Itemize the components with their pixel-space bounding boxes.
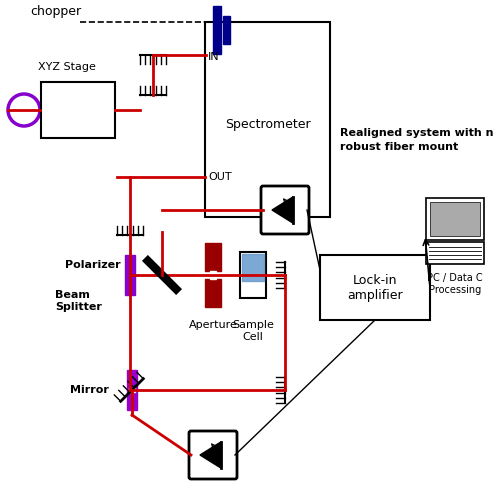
Text: Aperture: Aperture (188, 320, 238, 330)
Text: IN: IN (208, 52, 220, 62)
Bar (213, 6, 221, 54)
Text: OUT: OUT (208, 172, 232, 182)
Text: PC / Data C
Processing: PC / Data C Processing (427, 273, 483, 294)
Text: Lock-in
amplifier: Lock-in amplifier (347, 274, 403, 301)
Bar (426, 198, 484, 240)
Polygon shape (200, 442, 221, 468)
Text: Mirror: Mirror (70, 385, 109, 395)
Bar (430, 202, 480, 236)
Bar (205, 279, 221, 307)
Text: Beam
Splitter: Beam Splitter (55, 290, 102, 312)
Bar (129, 388, 135, 392)
Bar (205, 22, 330, 217)
Text: XYZ Stage: XYZ Stage (38, 62, 96, 72)
Bar (242, 254, 264, 280)
Text: Realigned system with n
robust fiber mount: Realigned system with n robust fiber mou… (340, 128, 494, 152)
Bar (223, 16, 230, 44)
FancyBboxPatch shape (189, 431, 237, 479)
Bar (210, 271, 216, 279)
Bar (320, 255, 430, 320)
Bar (426, 242, 484, 264)
Bar (127, 370, 137, 410)
Bar (41, 82, 115, 138)
Text: Spectrometer: Spectrometer (224, 118, 310, 131)
FancyBboxPatch shape (261, 186, 309, 234)
Bar (240, 252, 266, 298)
Text: chopper: chopper (30, 5, 81, 18)
Polygon shape (272, 197, 293, 223)
Bar (205, 243, 221, 271)
Bar (125, 255, 135, 295)
Text: Sample
Cell: Sample Cell (232, 320, 274, 342)
Text: Polarizer: Polarizer (65, 260, 120, 270)
